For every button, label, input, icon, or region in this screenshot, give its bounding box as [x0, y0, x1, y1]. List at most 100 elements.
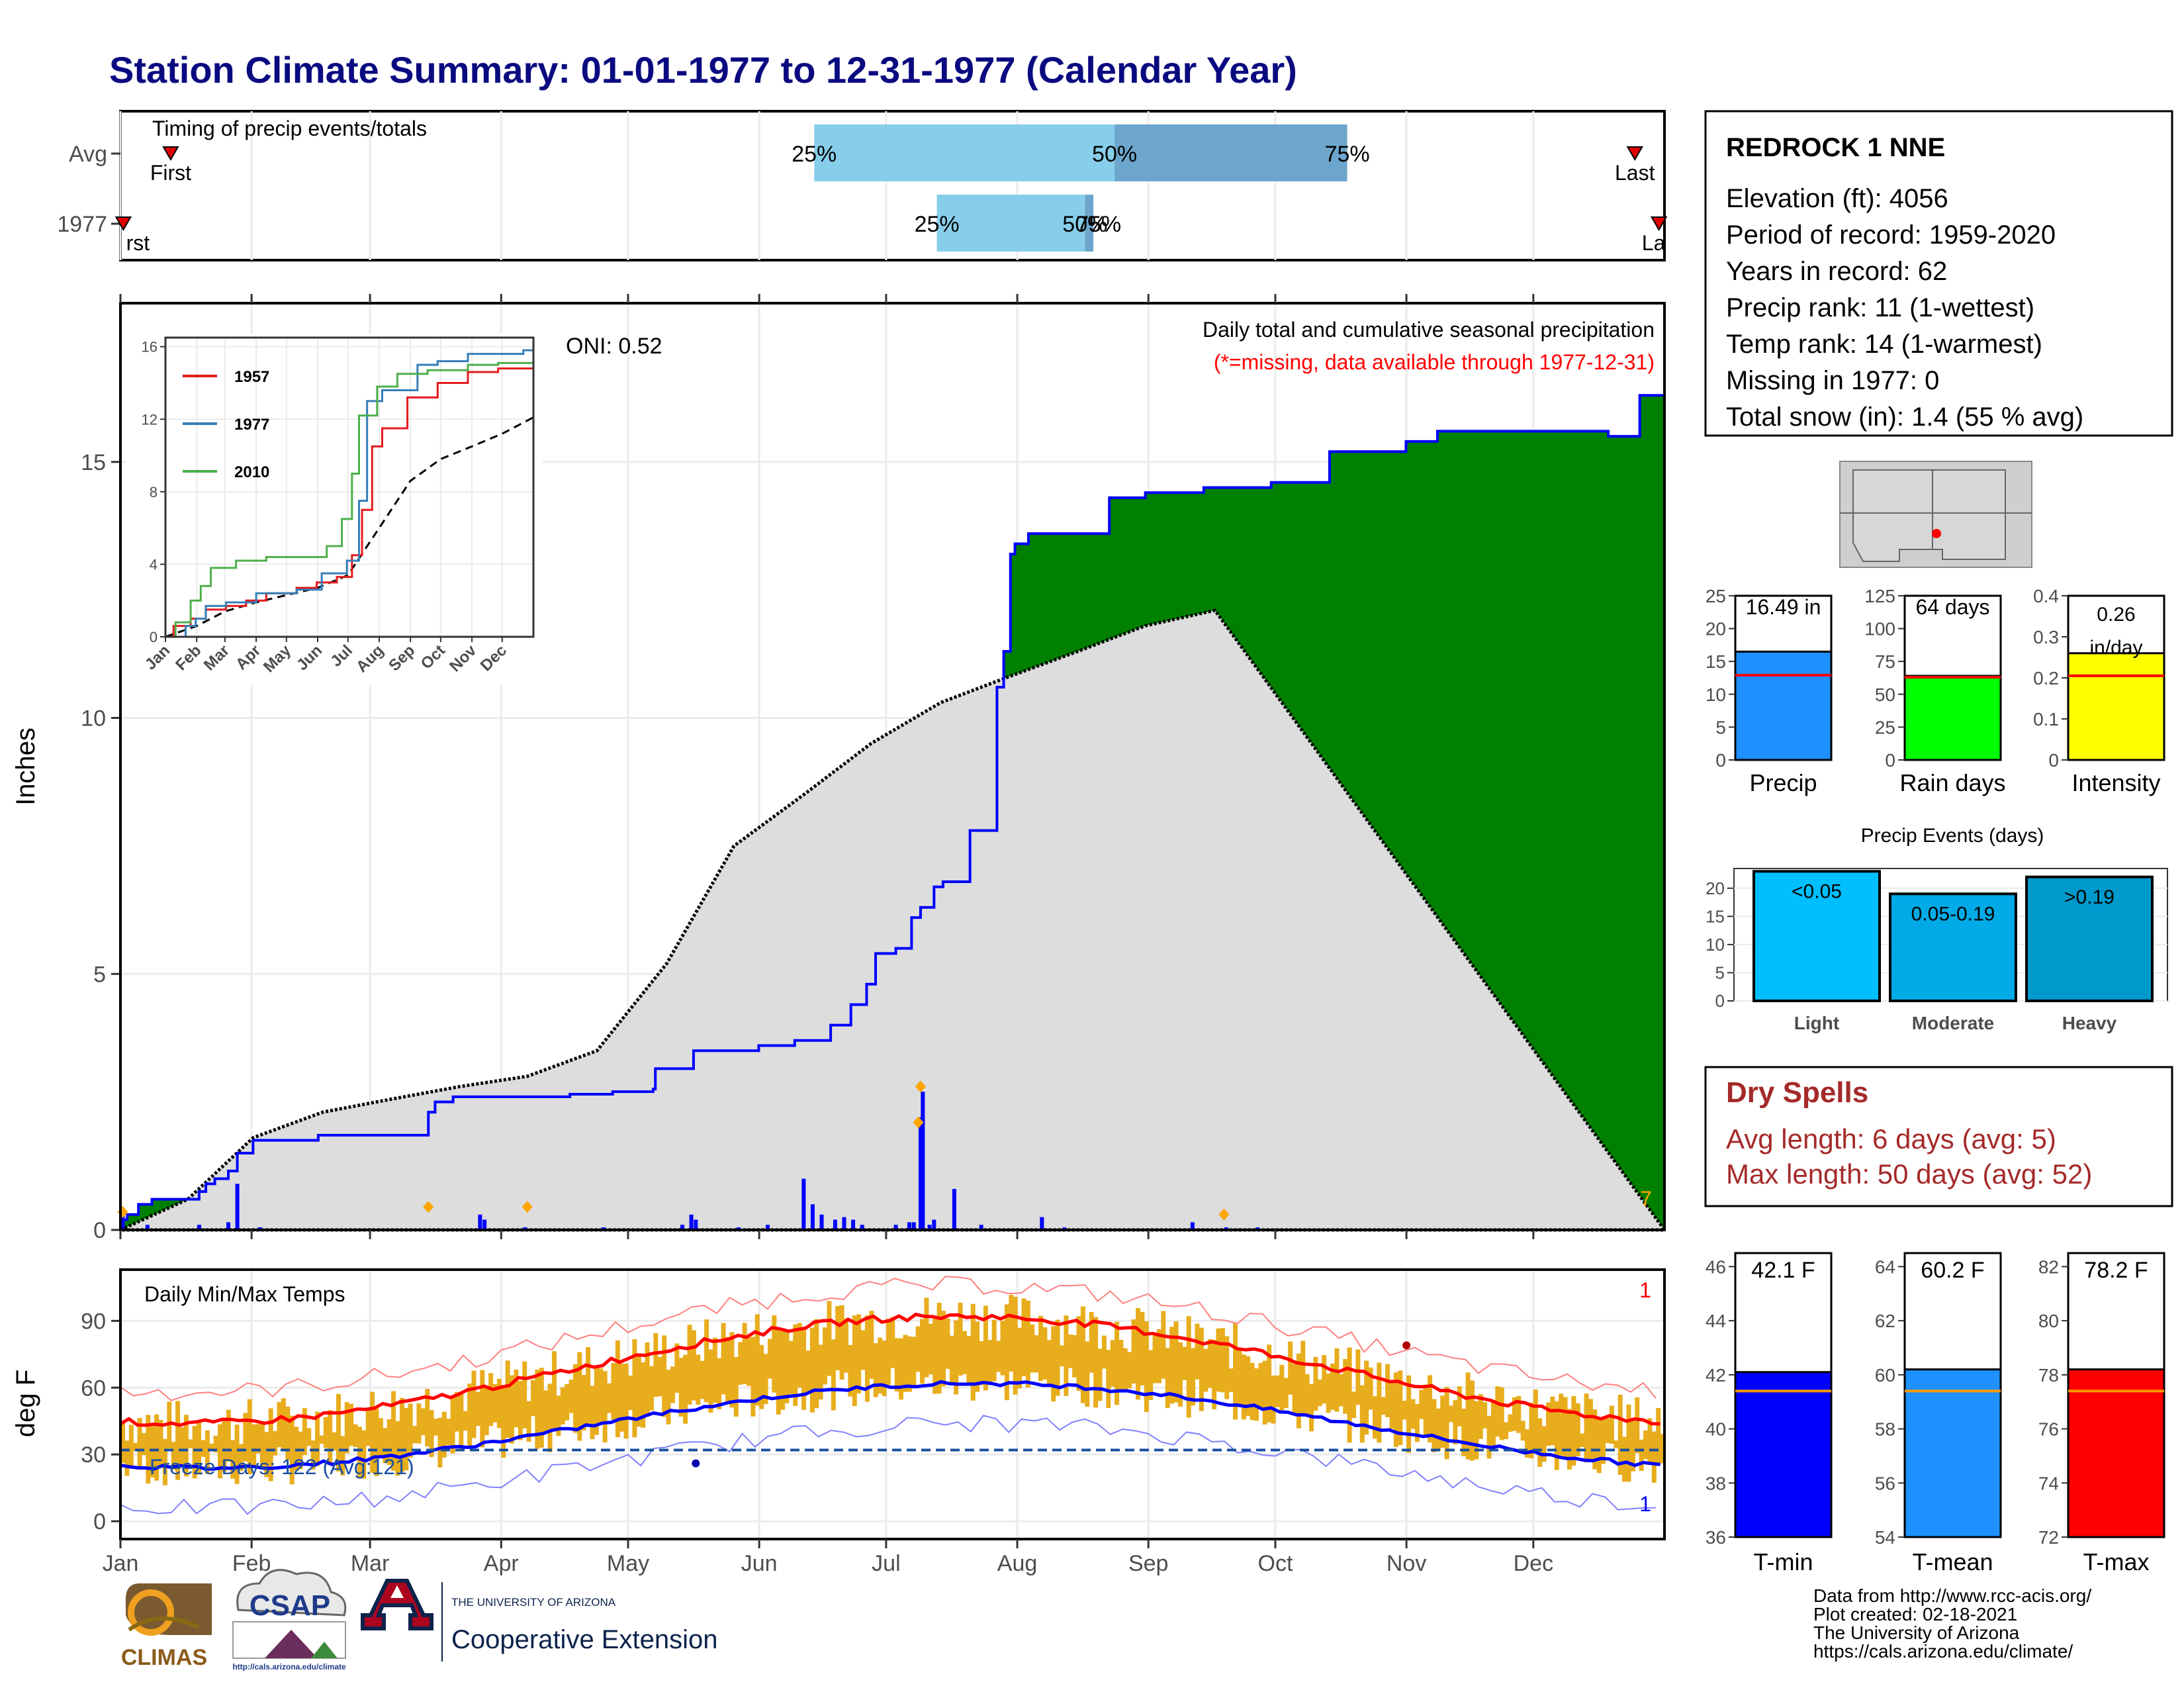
- daily-temp-range-bar: [370, 1391, 375, 1473]
- daily-temp-range-bar: [471, 1370, 477, 1438]
- daily-temp-range-bar: [467, 1383, 473, 1446]
- daily-temp-range-bar: [843, 1318, 848, 1373]
- daily-temp-range-bar: [1072, 1335, 1077, 1378]
- inset-plot-bg: [165, 338, 533, 637]
- daily-temp-range-bar: [1563, 1397, 1568, 1460]
- mini-temp-label: T-mean: [1912, 1548, 1993, 1575]
- daily-temp-range-bar: [1173, 1321, 1179, 1403]
- daily-precip-bar: [921, 1092, 925, 1230]
- daily-temp-range-bar: [767, 1338, 772, 1379]
- ua-block-a-notch: [390, 1585, 404, 1598]
- daily-temp-range-bar: [340, 1436, 345, 1476]
- precip-y-tick-label: 15: [81, 450, 106, 475]
- daily-temp-range-bar: [615, 1340, 620, 1438]
- precip-summary-bars: 0 5 10 15 20 25 16.49 in Precip 0 25 50 75 100 125 64 …: [1706, 586, 2165, 796]
- daily-temp-range-bar: [323, 1417, 328, 1448]
- daily-temp-range-bar: [1186, 1316, 1191, 1418]
- daily-temp-range-bar: [1525, 1429, 1530, 1458]
- daily-temp-range-bar: [353, 1424, 358, 1448]
- timing-panel-label: Timing of precip events/totals: [152, 117, 427, 140]
- daily-temp-range-bar: [378, 1418, 383, 1458]
- mini-precip-tick-label: 10: [1706, 684, 1726, 705]
- footer-line: Plot created: 02-18-2021: [1813, 1604, 2017, 1624]
- climas-logo-text: CLIMAS: [121, 1645, 207, 1670]
- avg-last-label: Last: [1615, 161, 1655, 185]
- daily-temp-range-bar: [759, 1344, 764, 1409]
- daily-temp-range-bar: [1322, 1354, 1327, 1404]
- mini-precip-bar: [2067, 652, 2165, 761]
- daily-temp-range-bar: [1191, 1348, 1196, 1406]
- avg-pct-label: 25%: [792, 142, 837, 167]
- mini-temp-label: T-max: [2083, 1548, 2149, 1575]
- daily-temp-range-bar: [1271, 1376, 1276, 1424]
- daily-precip-bar: [1040, 1217, 1044, 1230]
- daily-temp-range-bar: [234, 1425, 240, 1484]
- mini-temp-value: 42.1 F: [1751, 1258, 1815, 1283]
- climas-wave-icon: [128, 1616, 200, 1632]
- daily-temp-range-bar: [437, 1417, 443, 1468]
- daily-temp-range-bar: [306, 1428, 312, 1446]
- daily-temp-range-bar: [243, 1413, 248, 1462]
- daily-temp-range-bar: [678, 1358, 684, 1417]
- mini-temp-bar: [1903, 1368, 2002, 1538]
- daily-temp-range-bar: [903, 1335, 908, 1392]
- station-name: REDROCK 1 NNE: [1726, 133, 1945, 162]
- daily-temp-range-bar: [1486, 1415, 1492, 1459]
- daily-temp-range-bar: [890, 1317, 895, 1368]
- daily-temp-range-bar: [1313, 1356, 1318, 1411]
- daily-temp-range-bar: [907, 1336, 912, 1392]
- daily-temp-range-bar: [823, 1327, 828, 1385]
- footer-credits: Data from http://www.rcc-acis.org/Plot c…: [1813, 1585, 2091, 1662]
- daily-temp-range-bar: [387, 1419, 392, 1465]
- daily-temp-range-bar: [1203, 1348, 1208, 1392]
- month-label: May: [607, 1551, 649, 1576]
- daily-temp-range-bar: [700, 1360, 705, 1399]
- daily-temp-range-bar: [1520, 1421, 1525, 1441]
- daily-temp-range-bar: [1300, 1340, 1306, 1414]
- daily-temp-range-bar: [1292, 1364, 1297, 1414]
- daily-temp-range-bar: [1021, 1298, 1026, 1377]
- daily-temp-range-bar: [1465, 1372, 1471, 1460]
- daily-temp-range-bar: [873, 1343, 878, 1397]
- daily-temp-range-bar: [975, 1321, 980, 1392]
- daily-temp-range-bar: [395, 1421, 400, 1476]
- mini-temp-tick-label: 80: [2038, 1311, 2059, 1331]
- mini-temp-tick-label: 64: [1875, 1256, 1895, 1277]
- daily-temp-range-bar: [814, 1319, 819, 1409]
- daily-temp-range-bar: [662, 1335, 667, 1417]
- daily-temp-range-bar: [725, 1336, 731, 1403]
- daily-temp-range-bar: [733, 1356, 739, 1417]
- daily-temp-range-bar: [1233, 1323, 1238, 1420]
- daily-temp-range-bar: [1055, 1319, 1060, 1396]
- daily-temp-range-bar: [349, 1403, 354, 1446]
- y1977-last-label: La: [1642, 231, 1666, 255]
- daily-temp-range-bar: [137, 1418, 142, 1470]
- daily-temp-range-bar: [1144, 1321, 1149, 1413]
- daily-precip-bar: [766, 1225, 770, 1230]
- daily-temp-range-bar: [945, 1318, 950, 1369]
- daily-temp-range-bar: [742, 1323, 747, 1384]
- daily-precip-bar: [145, 1225, 150, 1230]
- daily-temp-range-bar: [607, 1383, 612, 1413]
- mini-precip-tick-label: 5: [1715, 717, 1726, 737]
- daily-temp-range-bar: [463, 1411, 468, 1431]
- inset-y-tick-label: 12: [142, 411, 158, 428]
- daily-precip-bar: [893, 1225, 898, 1230]
- mini-precip-value-unit: in/day: [2089, 637, 2142, 659]
- new-mexico-shape: [1932, 469, 2006, 560]
- mini-temp-tick-label: 54: [1875, 1527, 1895, 1548]
- temp-y-tick-label: 30: [81, 1442, 106, 1468]
- precip-count-label: 7: [1640, 1187, 1652, 1211]
- daily-temp-range-bar: [1368, 1367, 1373, 1410]
- daily-temp-range-bar: [209, 1443, 214, 1451]
- daily-temp-range-bar: [1156, 1329, 1161, 1383]
- daily-temp-range-bar: [962, 1331, 967, 1374]
- daily-temp-range-bar: [864, 1315, 870, 1402]
- logos: CLIMAS CSAP http://cals.arizona.edu/climat…: [121, 1569, 717, 1671]
- daily-temp-range-bar: [721, 1323, 726, 1395]
- daily-temp-range-bar: [1004, 1304, 1009, 1401]
- daily-temp-range-bar: [183, 1415, 189, 1477]
- station-info-line: Elevation (ft): 4056: [1726, 184, 1948, 213]
- footer-line: The University of Arizona: [1813, 1622, 2020, 1643]
- event-bar-label: 0.05-0.19: [1911, 903, 1995, 925]
